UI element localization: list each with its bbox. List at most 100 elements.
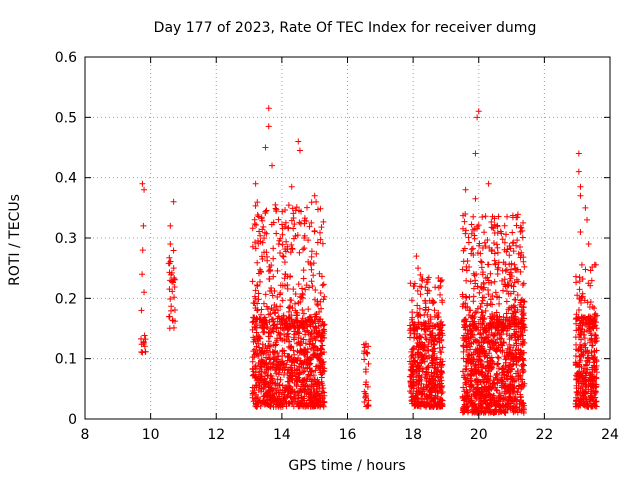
data-point bbox=[361, 356, 368, 363]
data-point bbox=[512, 304, 519, 311]
data-point bbox=[252, 373, 259, 380]
data-point bbox=[476, 242, 483, 249]
data-point bbox=[429, 357, 436, 364]
data-point bbox=[474, 250, 481, 257]
data-point bbox=[296, 147, 303, 154]
data-point bbox=[317, 289, 324, 296]
data-point bbox=[413, 325, 420, 332]
data-point bbox=[309, 282, 316, 289]
data-point bbox=[466, 263, 473, 270]
data-point bbox=[576, 371, 583, 378]
data-point bbox=[494, 361, 501, 368]
data-point bbox=[502, 363, 509, 370]
data-point bbox=[319, 342, 326, 349]
data-point bbox=[486, 339, 493, 346]
data-point bbox=[484, 274, 491, 281]
data-point bbox=[505, 353, 512, 360]
data-point bbox=[302, 347, 309, 354]
data-point bbox=[316, 316, 323, 323]
data-point bbox=[468, 400, 475, 407]
data-point bbox=[474, 283, 481, 290]
data-point bbox=[308, 330, 315, 337]
data-point bbox=[416, 311, 423, 318]
data-point bbox=[406, 358, 413, 365]
data-point bbox=[288, 376, 295, 383]
data-point bbox=[439, 344, 446, 351]
data-point bbox=[476, 342, 483, 349]
data-point bbox=[485, 291, 492, 298]
data-point bbox=[263, 253, 270, 260]
data-point bbox=[317, 350, 324, 357]
data-point bbox=[260, 300, 267, 307]
data-point bbox=[262, 291, 269, 298]
data-point bbox=[279, 352, 286, 359]
data-point bbox=[268, 384, 275, 391]
data-point bbox=[361, 348, 368, 355]
data-point bbox=[493, 345, 500, 352]
data-point bbox=[410, 368, 417, 375]
data-point bbox=[414, 359, 421, 366]
data-point bbox=[438, 367, 445, 374]
data-point bbox=[291, 396, 298, 403]
data-point bbox=[488, 246, 495, 253]
data-point bbox=[266, 355, 273, 362]
data-points bbox=[138, 105, 600, 416]
data-point bbox=[577, 228, 584, 235]
data-point bbox=[501, 239, 508, 246]
data-point bbox=[471, 331, 478, 338]
data-point bbox=[268, 287, 275, 294]
data-point bbox=[258, 363, 265, 370]
data-point bbox=[284, 370, 291, 377]
data-point bbox=[593, 325, 600, 332]
data-point bbox=[170, 276, 177, 283]
data-point bbox=[298, 347, 305, 354]
data-point bbox=[489, 213, 496, 220]
data-point bbox=[259, 217, 266, 224]
data-point bbox=[466, 293, 473, 300]
data-point bbox=[315, 302, 322, 309]
data-point bbox=[291, 328, 298, 335]
data-point bbox=[309, 367, 316, 374]
data-point bbox=[299, 290, 306, 297]
data-point bbox=[271, 390, 278, 397]
data-point bbox=[475, 392, 482, 399]
data-point bbox=[499, 277, 506, 284]
data-point bbox=[256, 333, 263, 340]
data-point bbox=[584, 354, 591, 361]
data-point bbox=[493, 386, 500, 393]
data-point bbox=[483, 350, 490, 357]
data-point bbox=[471, 363, 478, 370]
data-point bbox=[429, 300, 436, 307]
data-point bbox=[463, 386, 470, 393]
data-point bbox=[295, 281, 302, 288]
data-point bbox=[314, 239, 321, 246]
data-point bbox=[437, 348, 444, 355]
data-point bbox=[263, 347, 270, 354]
data-point bbox=[279, 253, 286, 260]
data-point bbox=[281, 371, 288, 378]
data-point bbox=[265, 123, 272, 130]
data-point bbox=[515, 336, 522, 343]
data-point bbox=[414, 302, 421, 309]
data-point bbox=[492, 340, 499, 347]
data-point bbox=[510, 239, 517, 246]
data-point bbox=[278, 391, 285, 398]
data-point bbox=[503, 266, 510, 273]
data-point bbox=[300, 267, 307, 274]
data-point bbox=[290, 334, 297, 341]
data-point bbox=[300, 336, 307, 343]
data-point bbox=[276, 315, 283, 322]
data-point bbox=[478, 347, 485, 354]
data-point bbox=[480, 326, 487, 333]
data-point bbox=[417, 387, 424, 394]
data-point bbox=[279, 282, 286, 289]
data-point bbox=[518, 397, 525, 404]
data-point bbox=[321, 368, 328, 375]
data-point bbox=[274, 267, 281, 274]
data-point bbox=[273, 370, 280, 377]
data-point bbox=[418, 334, 425, 341]
data-point bbox=[256, 366, 263, 373]
data-point bbox=[468, 358, 475, 365]
data-point bbox=[578, 336, 585, 343]
